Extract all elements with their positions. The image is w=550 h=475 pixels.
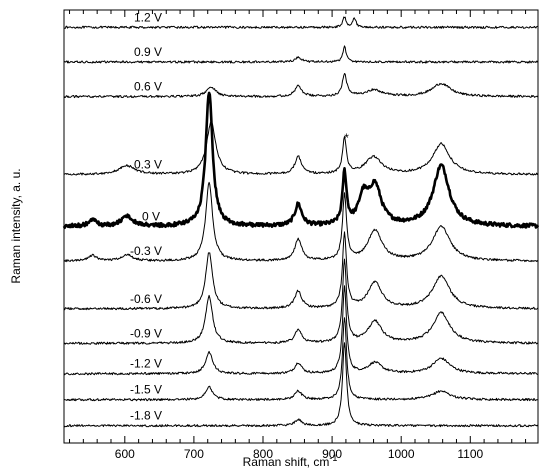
x-axis-label: Raman shift, cm-1 xyxy=(243,453,338,469)
x-tick-label: 1000 xyxy=(388,447,415,461)
spectrum-line xyxy=(63,285,539,376)
spectrum-line xyxy=(63,342,539,428)
spectrum-line xyxy=(62,91,540,230)
spectrum-line xyxy=(63,45,539,64)
plot-frame xyxy=(63,9,539,444)
x-tick-label: 700 xyxy=(184,447,204,461)
spectrum-line xyxy=(63,258,539,345)
series-label: 0.6 V xyxy=(134,80,162,94)
spectrum-line xyxy=(63,121,539,176)
x-tick-label: 1100 xyxy=(457,447,483,461)
series-label: -1.5 V xyxy=(130,383,162,397)
series-label: 0.9 V xyxy=(134,45,162,59)
spectrum-line xyxy=(63,181,539,263)
series-label: 1.2 V xyxy=(134,10,162,24)
series-label: -1.8 V xyxy=(130,409,162,423)
series-labels: 1.2 V 0.9 V 0.6 V 0.3 V 0 V -0.3 V -0.6 V -0.9 … xyxy=(130,10,162,422)
x-tick-label: 800 xyxy=(253,447,273,461)
series-label: -0.3 V xyxy=(130,244,162,258)
x-tick-label: 600 xyxy=(115,447,135,461)
spectrum-line xyxy=(63,317,539,402)
series-label: -0.9 V xyxy=(130,326,162,340)
series-label: 0 V xyxy=(142,210,160,224)
spectrum-line xyxy=(63,16,539,29)
spectrum-line xyxy=(63,231,539,311)
spectrum-line xyxy=(63,73,539,99)
series-label: -0.6 V xyxy=(130,292,162,306)
y-axis-label: Raman intensity, a. u. xyxy=(9,168,23,283)
peak-annotation: * xyxy=(344,131,349,145)
series-layer xyxy=(62,16,540,428)
x-tick-labels: 600 700 800 900 1000 1100 xyxy=(115,447,484,461)
series-label: 0.3 V xyxy=(134,158,162,172)
series-label: -1.2 V xyxy=(130,357,162,371)
x-tick-label: 900 xyxy=(322,447,342,461)
axis-ticks xyxy=(69,10,527,443)
